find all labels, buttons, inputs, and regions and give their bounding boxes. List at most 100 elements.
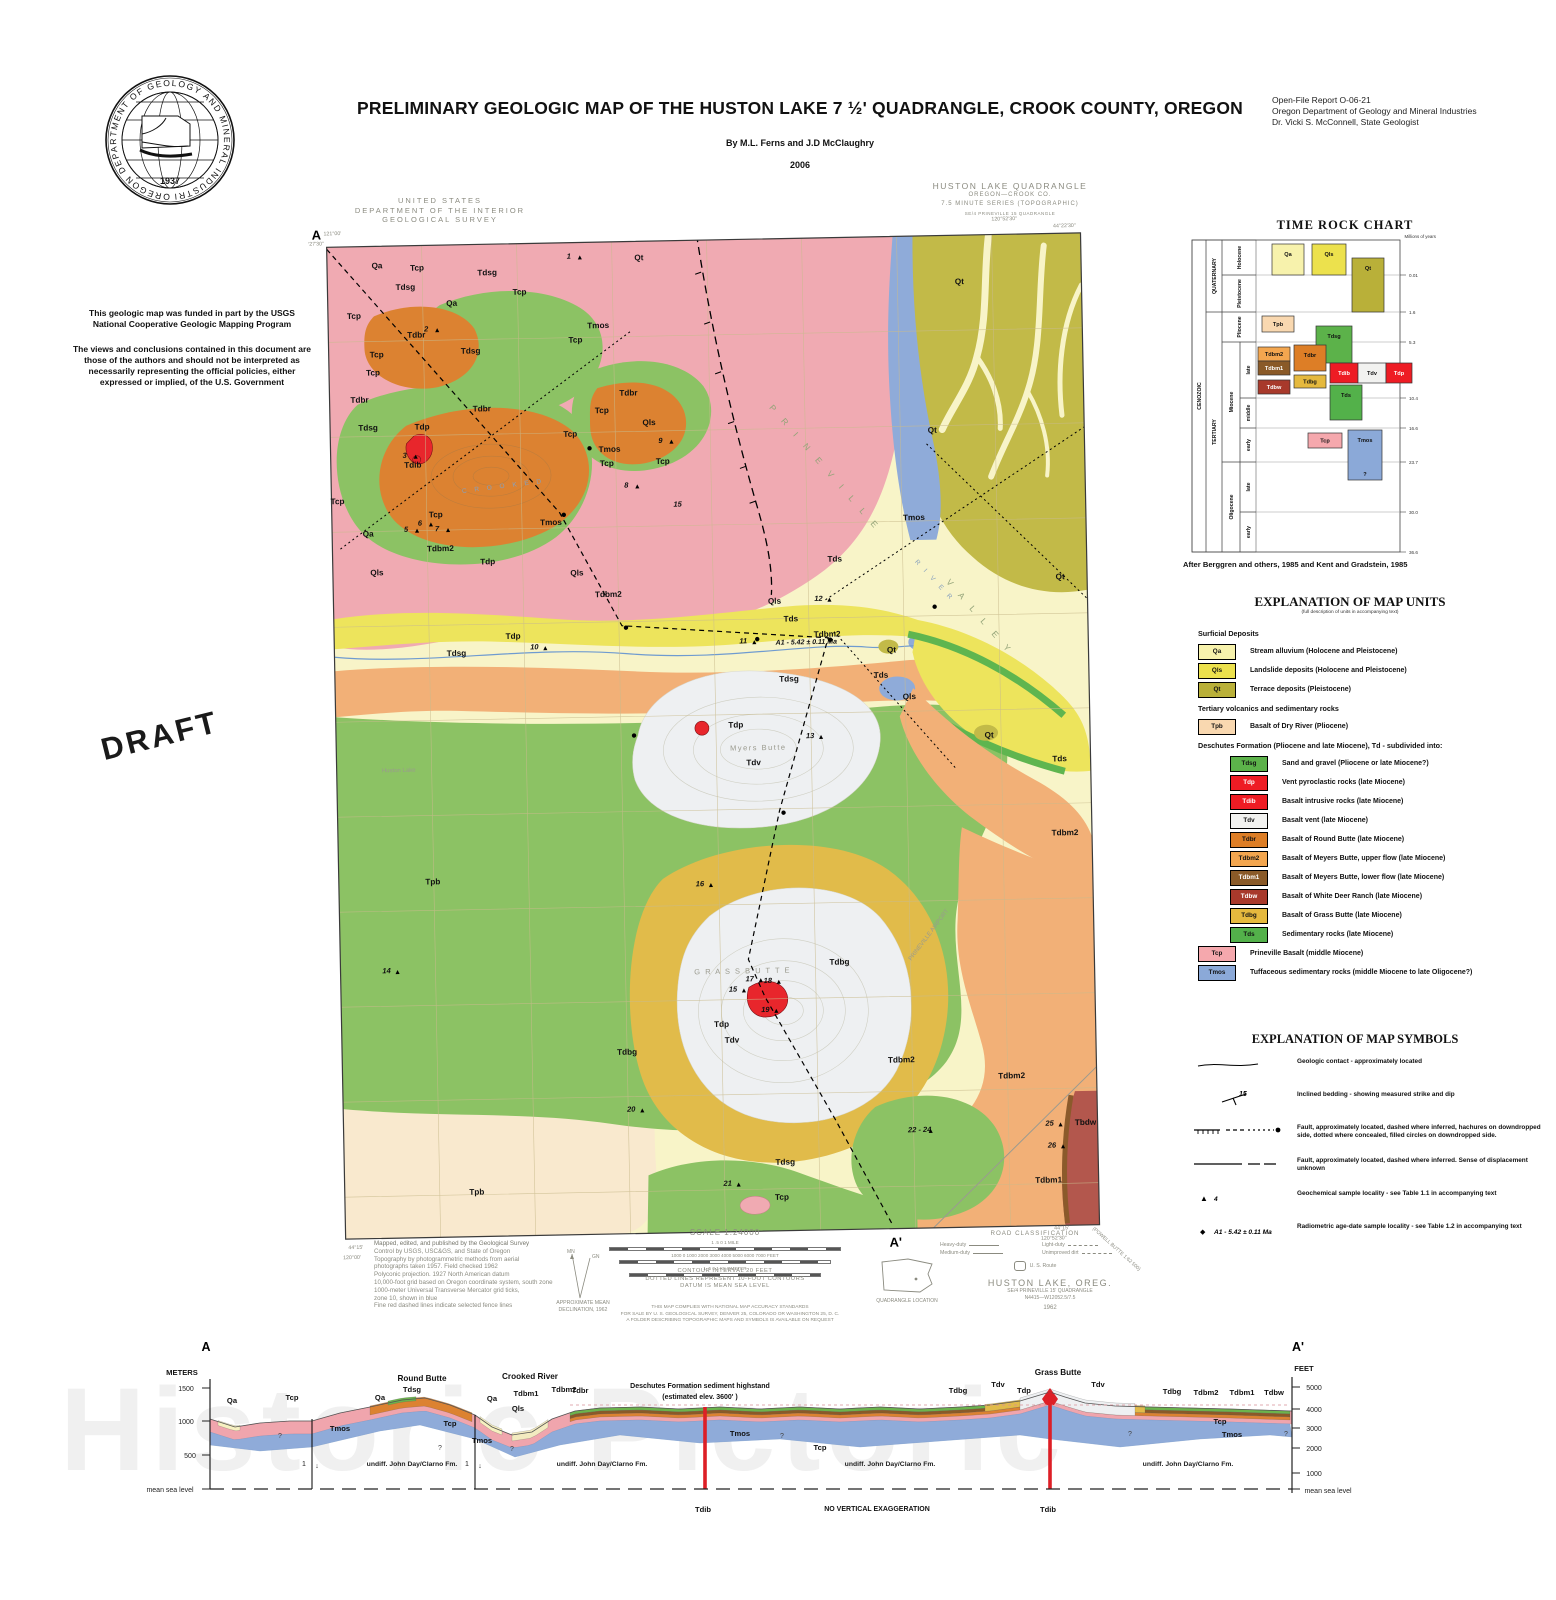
map-label: Tdsg <box>461 346 481 355</box>
map-label: Tmos <box>903 513 925 522</box>
symbol-description: Geologic contact - approximately located <box>1297 1058 1423 1065</box>
text-line: Oregon Department of Geology and Mineral… <box>1272 106 1477 116</box>
legend-unit-description: Basalt of Grass Butte (late Miocene) <box>1282 912 1402 919</box>
map-label: Tdbm1 <box>1035 1175 1062 1185</box>
sample-triangle-icon: ▲ <box>757 977 764 984</box>
map-label: Tds <box>783 614 798 623</box>
map-label: Tcp <box>656 457 670 466</box>
map-label: Tdbr <box>473 404 492 413</box>
svg-text:15: 15 <box>1239 1091 1247 1098</box>
chart-tick-label: 16.6 <box>1409 426 1418 431</box>
geologic-map: A A' 121°00' 44°27'30" 120°52'30" 44°22'30" 44… <box>308 216 1101 1261</box>
legend-unit-row: Qls Landslide deposits (Holocene and Plei… <box>1198 661 1543 680</box>
sample-triangle-icon: ▲ <box>1057 1121 1064 1128</box>
disclaimer-paragraph: The views and conclusions contained in t… <box>72 344 312 387</box>
map-label: A' <box>889 1234 902 1249</box>
declination-diagram: MN GN <box>567 1249 600 1299</box>
xs-label: Grass Butte <box>1035 1368 1082 1377</box>
chart-unit-label: Tds <box>1341 393 1351 399</box>
xs-cap-layer <box>387 1396 417 1406</box>
chart-epoch-label: Pleistocene <box>1237 279 1243 308</box>
map-label: Tdbr <box>407 330 426 339</box>
map-label: Tcp <box>512 288 526 297</box>
map-label: 121°00' <box>323 231 341 237</box>
xs-label: ↓ <box>478 1463 482 1470</box>
legend-unit-swatch: Qa <box>1198 643 1236 660</box>
us-route-shield-icon <box>1013 1261 1026 1271</box>
map-label: Tdsg <box>396 283 416 292</box>
sample-number: 16 <box>696 879 705 888</box>
xs-label: undiff. John Day/Clarno Fm. <box>845 1461 936 1468</box>
legend-unit-swatch: Tpb <box>1198 718 1236 735</box>
symbol-row: Geologic contact - approximately located <box>1192 1054 1542 1081</box>
chart-epoch-label: early <box>1246 439 1252 451</box>
cross-section-axes <box>202 1377 1300 1493</box>
xs-label: undiff. John Day/Clarno Fm. <box>557 1461 648 1468</box>
legend-unit-swatch: Qt <box>1198 681 1236 698</box>
map-label: Myers Butte <box>730 743 787 753</box>
legend-unit-swatch: Tdbm2 <box>1230 850 1268 867</box>
chart-unit-box <box>1311 243 1347 276</box>
chart-epoch-label: late <box>1246 482 1252 491</box>
map-geology-layers <box>326 232 1100 1240</box>
chart-epoch-label: early <box>1246 526 1252 538</box>
text-line: UNITED STATES <box>397 196 483 205</box>
symbol-description: Inclined bedding - showing measured stri… <box>1297 1091 1455 1098</box>
legend-group-heading: Deschutes Formation (Pliocene and late M… <box>1198 741 1443 750</box>
map-label: Qls <box>370 568 384 577</box>
legend-unit-swatch: Qls <box>1198 662 1236 679</box>
chart-unit-box <box>1257 360 1291 376</box>
chart-unit-label: Tdib <box>1338 371 1350 377</box>
legend-unit-swatch: Tcp <box>1198 945 1236 962</box>
sample-triangle-icon: ▲ <box>927 1128 934 1135</box>
map-name-line: HUSTON LAKE, OREG. <box>987 1278 1113 1288</box>
xs-tmos-lens <box>209 1404 1293 1458</box>
legend-unit-description: Basalt intrusive rocks (late Miocene) <box>1282 798 1404 805</box>
legend-unit-swatch: Tdsg <box>1230 755 1268 772</box>
map-label: Tdbm2 <box>595 590 622 600</box>
xs-label: undiff. John Day/Clarno Fm. <box>367 1461 458 1468</box>
xs-label: ? <box>510 1446 514 1453</box>
legend-unit-row: Tpb Basalt of Dry River (Pliocene) <box>1198 717 1543 736</box>
time-rock-chart-caption: After Berggren and others, 1985 and Kent… <box>1183 560 1408 569</box>
text-line: Topography by photogrammetric methods fr… <box>374 1255 520 1263</box>
xs-label: Crooked River <box>502 1372 559 1381</box>
xs-cap-layer <box>511 1419 549 1442</box>
legend-unit-swatch: Tds <box>1230 926 1268 943</box>
legend-unit-row: Tdbm1 Basalt of Meyers Butte, lower flow … <box>1230 868 1543 887</box>
symbol-row: ▲ 4 Geochemical sample locality - see Tabl… <box>1192 1186 1542 1213</box>
map-neatline <box>326 232 1101 1240</box>
xs-label: Qls <box>512 1404 524 1413</box>
map-label: Qt <box>955 277 965 286</box>
chart-unit-box <box>1293 344 1327 372</box>
xs-label: Tdib <box>1040 1505 1056 1514</box>
symbol-description: Geochemical sample locality - see Table … <box>1297 1190 1497 1197</box>
map-label: Tcp <box>429 510 443 519</box>
xs-label: Tdsg <box>403 1385 422 1394</box>
xs-label: ? <box>1284 1431 1288 1438</box>
xs-cap-layer <box>569 1397 1291 1422</box>
sample-dot-icon <box>631 733 637 738</box>
xs-label: Tmos <box>1222 1430 1242 1439</box>
xs-label: 4000 <box>1306 1407 1322 1414</box>
xs-surface <box>209 1391 1293 1436</box>
map-label: Qt <box>984 731 994 740</box>
legend-unit-swatch: Tdbm1 <box>1230 869 1268 886</box>
map-label: Tdbm2 <box>814 630 841 640</box>
legend-unit-description: Sand and gravel (Pliocene or late Miocen… <box>1282 760 1429 767</box>
chart-epoch-label: Oligocene <box>1229 494 1235 519</box>
oregon-outline <box>881 1258 933 1293</box>
xs-label: 1 <box>465 1461 469 1468</box>
scale-bar <box>609 1246 841 1251</box>
fault-unknown-symbol-icon <box>1194 1163 1276 1165</box>
sample-number: 11 <box>739 636 747 645</box>
svg-text:MN: MN <box>567 1249 575 1255</box>
xs-label: A <box>201 1340 210 1354</box>
map-label: Tdp <box>728 720 743 729</box>
xs-cap-layer <box>479 1416 503 1436</box>
xs-label: Tmos <box>472 1436 492 1445</box>
legend-unit-row: Tdp Vent pyroclastic rocks (late Miocene) <box>1230 773 1543 792</box>
map-label: 15 <box>673 500 682 509</box>
xs-label: FEET <box>1294 1364 1314 1373</box>
